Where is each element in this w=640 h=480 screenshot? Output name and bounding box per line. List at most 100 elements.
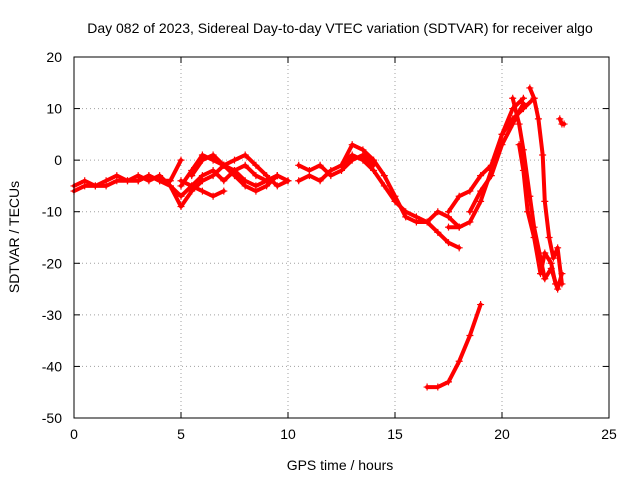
- series-track-h: [295, 151, 378, 180]
- series-line: [467, 101, 526, 214]
- data-point: [263, 182, 271, 190]
- data-point: [231, 172, 238, 180]
- data-point: [252, 187, 260, 195]
- data-point: [198, 177, 206, 185]
- data-point: [445, 239, 452, 247]
- data-point: [455, 244, 463, 252]
- y-tick-label: -40: [42, 358, 62, 374]
- data-point: [177, 177, 185, 185]
- data-point: [558, 280, 566, 288]
- data-point: [156, 177, 164, 185]
- data-point: [316, 177, 324, 185]
- data-point: [209, 172, 217, 180]
- data-point: [391, 192, 399, 200]
- series-track-f: [177, 177, 228, 200]
- data-point: [519, 166, 527, 174]
- grid: [74, 57, 609, 418]
- data-point: [102, 182, 110, 190]
- y-tick-label: 20: [46, 49, 62, 65]
- series-line: [296, 153, 462, 230]
- data-point: [556, 115, 564, 123]
- data-point: [209, 192, 217, 200]
- y-tick-label: 10: [46, 101, 62, 117]
- x-tick-label: 10: [280, 426, 296, 442]
- data-point: [113, 177, 121, 185]
- data-point: [91, 182, 99, 190]
- data-point: [554, 244, 562, 252]
- data-point: [445, 208, 452, 216]
- data-point: [252, 161, 260, 169]
- data-point: [509, 94, 517, 102]
- data-point: [402, 213, 410, 221]
- data-point: [455, 223, 463, 231]
- data-point: [445, 223, 452, 231]
- data-point: [316, 161, 324, 169]
- data-point: [541, 197, 549, 205]
- y-axis-label: SDTVAR / TECUs: [6, 181, 22, 293]
- data-point: [220, 187, 228, 195]
- data-point: [423, 218, 431, 226]
- data-point: [305, 166, 313, 174]
- y-tick-label: -50: [42, 410, 62, 426]
- data-point: [434, 228, 442, 236]
- series-track-m: [423, 301, 485, 391]
- data-point: [537, 270, 545, 278]
- data-point: [252, 172, 260, 180]
- x-tick-label: 0: [70, 426, 78, 442]
- data-point: [188, 182, 196, 190]
- data-point: [177, 203, 185, 211]
- data-point: [380, 172, 388, 180]
- data-point: [434, 383, 442, 391]
- data-point: [81, 182, 89, 190]
- data-point: [466, 331, 474, 339]
- data-point: [455, 357, 463, 365]
- data-point: [348, 156, 356, 164]
- data-point: [295, 177, 303, 185]
- axes: 0 5 10 15 20 25 -50 -40 -30 -20 -10 0 10 20: [42, 49, 617, 442]
- data-point: [220, 177, 228, 185]
- data-point: [541, 275, 549, 283]
- data-point: [241, 151, 249, 159]
- series-track-p: [515, 141, 559, 288]
- data-point: [338, 161, 345, 169]
- data-point: [327, 172, 335, 180]
- data-point: [477, 301, 485, 309]
- data-point: [370, 156, 378, 164]
- data-point: [552, 280, 559, 288]
- data-point: [487, 172, 495, 180]
- data-point: [466, 208, 474, 216]
- chart-title: Day 082 of 2023, Sidereal Day-to-day VTE…: [87, 20, 593, 36]
- data-point: [177, 156, 185, 164]
- data-point: [455, 192, 463, 200]
- data-point: [188, 172, 196, 180]
- data-point: [515, 141, 523, 149]
- data-point: [519, 99, 527, 107]
- data-point: [515, 120, 523, 128]
- series-track-i: [338, 141, 463, 252]
- data-point: [545, 234, 553, 241]
- data-point: [348, 141, 356, 149]
- data-point: [145, 172, 153, 180]
- data-point: [380, 182, 388, 190]
- data-point: [166, 182, 174, 190]
- y-tick-label: -30: [42, 307, 62, 323]
- data-point: [241, 161, 249, 169]
- data-point: [534, 115, 542, 123]
- data-point: [445, 378, 452, 386]
- data-point: [509, 120, 517, 128]
- data-point: [477, 172, 485, 180]
- data-point: [466, 187, 474, 195]
- data-point: [359, 146, 367, 154]
- data-point: [526, 84, 534, 92]
- data-point: [549, 254, 557, 262]
- data-point: [263, 172, 271, 180]
- series-line: [339, 142, 462, 250]
- data-point: [498, 130, 506, 138]
- data-point: [477, 187, 485, 195]
- data-point: [541, 249, 549, 257]
- data-point: [241, 182, 249, 190]
- data-point: [498, 141, 506, 149]
- data-point: [554, 285, 562, 293]
- data-point: [434, 208, 442, 216]
